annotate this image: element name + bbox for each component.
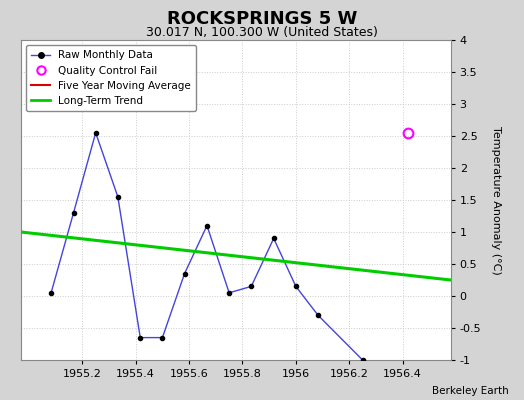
Legend: Raw Monthly Data, Quality Control Fail, Five Year Moving Average, Long-Term Tren: Raw Monthly Data, Quality Control Fail, … [26,45,196,111]
Text: 30.017 N, 100.300 W (United States): 30.017 N, 100.300 W (United States) [146,26,378,39]
Y-axis label: Temperature Anomaly (°C): Temperature Anomaly (°C) [491,126,501,274]
Text: Berkeley Earth: Berkeley Earth [432,386,508,396]
Text: ROCKSPRINGS 5 W: ROCKSPRINGS 5 W [167,10,357,28]
